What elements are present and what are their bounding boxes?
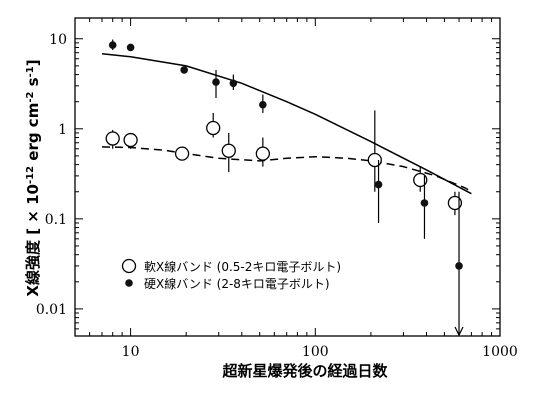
plot-frame xyxy=(74,17,501,337)
y-tick-label: 0.1 xyxy=(45,212,67,228)
legend-open-circle-marker xyxy=(121,258,137,274)
model-curves xyxy=(101,53,472,195)
hard-band-point xyxy=(420,199,429,207)
soft-band-point xyxy=(206,120,221,136)
hard-band-point xyxy=(455,262,463,270)
hard-band-point xyxy=(229,79,238,88)
y-tick-label: 0.01 xyxy=(36,302,67,318)
soft-band-point xyxy=(367,152,382,168)
hard-band-point xyxy=(126,43,135,52)
legend-label-soft: 軟X線バンド (0.5-2キロ電子ボルト) xyxy=(144,259,341,274)
hard-model-curve xyxy=(101,53,472,195)
data-points xyxy=(105,39,464,337)
y-axis-title-exp3: -1 xyxy=(25,66,36,77)
hard-band-point xyxy=(108,41,117,49)
soft-band-point xyxy=(447,195,463,211)
y-axis-title-mid2: s xyxy=(24,77,42,91)
soft-band-point xyxy=(174,146,190,161)
legend: 軟X線バンド (0.5-2キロ電子ボルト) 硬X線バンド (2-8キロ電子ボルト… xyxy=(121,258,341,291)
y-axis-title-exp2: -2 xyxy=(25,92,36,103)
x-axis-title: 超新星爆発後の経過日数 xyxy=(221,362,388,380)
legend-filled-circle-marker xyxy=(125,279,133,287)
legend-label-hard: 硬X線バンド (2-8キロ電子ボルト) xyxy=(144,276,330,291)
x-tick-label: 100 xyxy=(302,344,329,360)
soft-band-point xyxy=(123,132,138,148)
axis-ticks: 10 100 1000 0.01 0.1 1 10 xyxy=(36,18,518,360)
y-axis-title: X線強度 [ × 10-12 erg cm-2 s-1] xyxy=(24,59,42,296)
hard-band-point xyxy=(180,66,188,74)
hard-band-point xyxy=(259,100,267,109)
hard-band-point xyxy=(374,180,383,189)
soft-band-point xyxy=(221,143,236,158)
soft-band-point xyxy=(413,172,428,188)
y-axis-title-mid1: erg cm xyxy=(24,103,42,166)
soft-band-point xyxy=(105,131,120,146)
y-axis-title-prefix: X線強度 [ × 10 xyxy=(24,184,42,297)
soft-band-point xyxy=(255,146,270,161)
x-tick-label: 1000 xyxy=(482,344,518,360)
x-tick-label: 10 xyxy=(122,344,140,360)
hard-band-point xyxy=(212,78,220,86)
soft-model-curve xyxy=(101,146,472,193)
y-axis-title-suffix: ] xyxy=(24,59,42,66)
y-tick-label: 10 xyxy=(49,32,67,48)
y-axis-title-exp1: -12 xyxy=(25,166,36,184)
y-tick-label: 1 xyxy=(58,122,67,138)
